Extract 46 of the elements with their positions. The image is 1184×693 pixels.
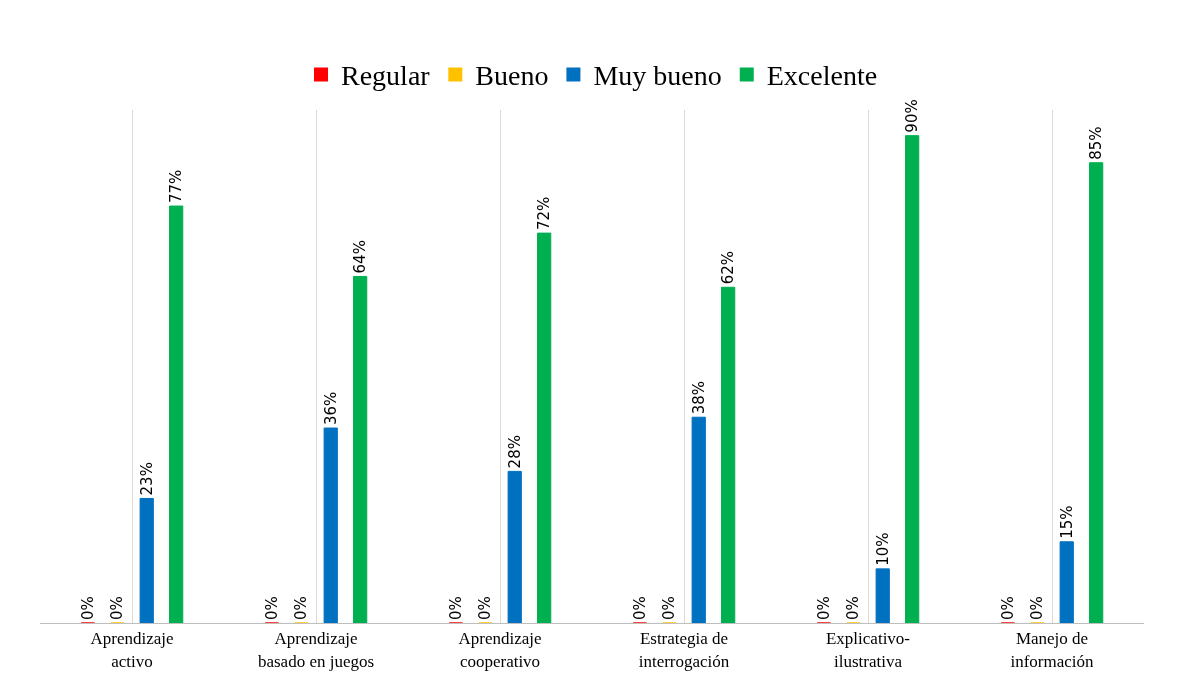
bar (507, 470, 522, 623)
data-label: 0% (660, 596, 679, 620)
data-label: 0% (78, 596, 97, 620)
data-label: 15% (1057, 505, 1076, 539)
x-tick-label: Aprendizaje activo (90, 629, 174, 671)
data-label: 0% (446, 596, 465, 620)
data-label: 0% (630, 596, 649, 620)
data-label: 10% (873, 532, 892, 566)
legend-label: Muy bueno (593, 60, 722, 92)
data-label: 77% (167, 169, 186, 204)
bar (905, 135, 920, 623)
data-label: 0% (108, 596, 127, 620)
data-label: 85% (1087, 126, 1106, 160)
bar (1089, 162, 1104, 623)
legend-label: Regular (341, 60, 431, 92)
data-label: 62% (719, 250, 738, 285)
bar (169, 205, 184, 623)
bar (691, 416, 706, 623)
data-label: 0% (844, 596, 863, 620)
data-label: 64% (351, 240, 370, 274)
data-label: 0% (814, 596, 833, 620)
data-label: 38% (689, 380, 708, 415)
data-label: 28% (505, 435, 524, 469)
x-tick-label: Estrategia de interrogación (638, 629, 730, 671)
data-label: 0% (292, 596, 311, 620)
legend-label: Bueno (475, 60, 549, 92)
data-label: 0% (1028, 596, 1047, 620)
bar (1059, 541, 1074, 623)
x-tick-label: Explicativo- ilustrativa (825, 629, 911, 671)
bar (721, 286, 736, 623)
bar (323, 427, 338, 623)
x-tick-label: Aprendizaje basado en juegos (257, 629, 375, 671)
data-label: 0% (262, 596, 281, 620)
bar (353, 275, 368, 623)
data-label: 23% (137, 462, 156, 496)
bar (139, 497, 154, 623)
data-label: 36% (321, 391, 340, 426)
data-label: 90% (903, 99, 922, 133)
x-tick-label: Manejo de información (1010, 629, 1095, 671)
data-label: 0% (476, 596, 495, 620)
data-label: 72% (535, 196, 554, 231)
x-tick-label: Aprendizaje cooperativo (458, 629, 542, 671)
legend-label: Excelente (766, 60, 878, 92)
bar (537, 232, 552, 623)
bar (875, 568, 890, 623)
data-label: 0% (998, 596, 1017, 620)
